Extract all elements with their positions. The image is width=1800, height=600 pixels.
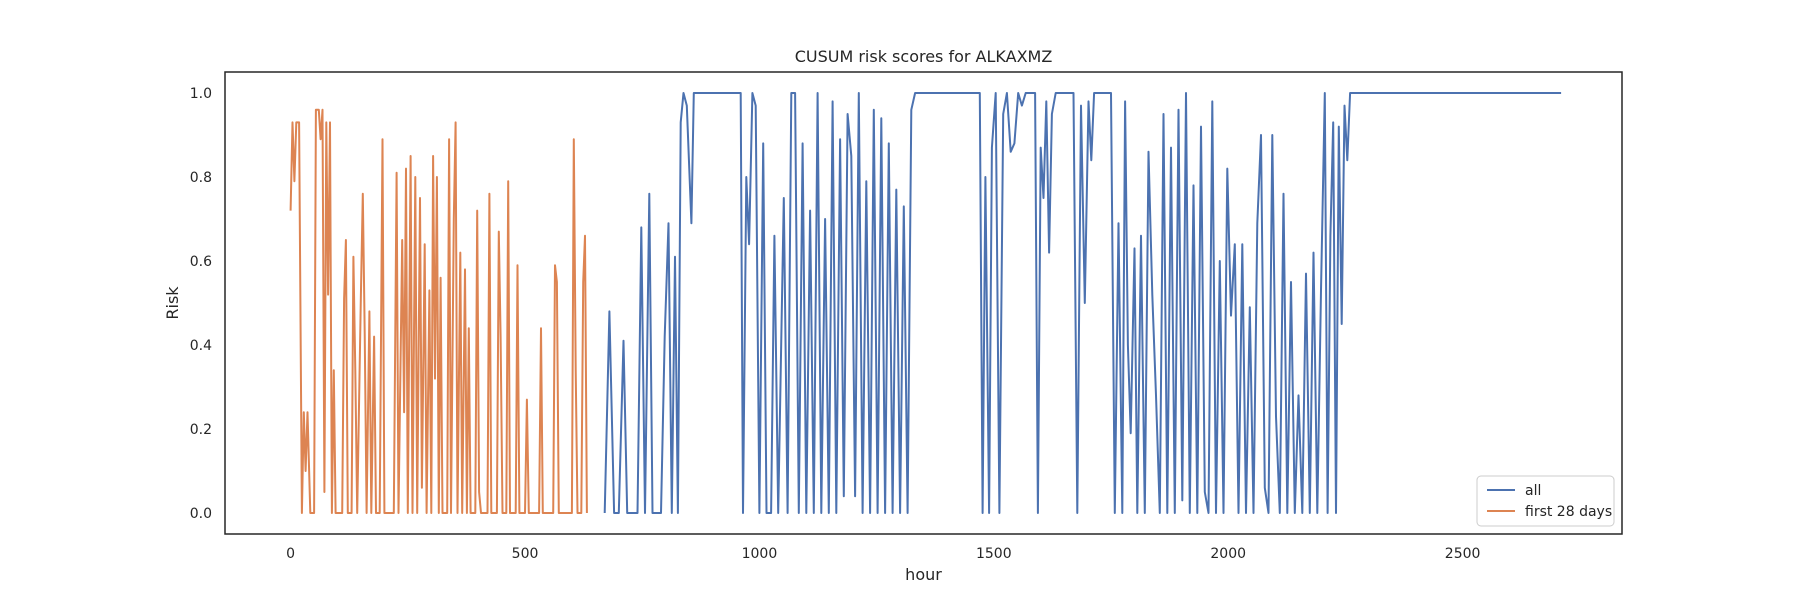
y-tick-label: 0.6 (190, 254, 212, 270)
x-tick-label: 2000 (1210, 546, 1246, 562)
chart-title: CUSUM risk scores for ALKAXMZ (795, 47, 1053, 66)
y-axis-label: Risk (163, 286, 182, 320)
plot-frame (224, 71, 1623, 535)
x-tick-label: 2500 (1445, 546, 1481, 562)
x-tick-label: 1000 (742, 546, 778, 562)
x-tick-label: 500 (512, 546, 539, 562)
y-axis-ticks: 0.0 0.2 0.4 0.6 0.8 1.0 (190, 86, 212, 522)
x-axis-ticks: 0 500 1000 1500 2000 2500 (286, 546, 1480, 562)
plot-area (289, 92, 1562, 514)
x-tick-label: 0 (286, 546, 295, 562)
x-axis-label: hour (905, 565, 942, 584)
y-tick-label: 0.2 (190, 422, 212, 438)
legend-label: all (1525, 483, 1541, 499)
y-tick-label: 1.0 (190, 86, 212, 102)
series-line-first-28-days (289, 108, 588, 514)
y-tick-label: 0.8 (190, 170, 212, 186)
x-tick-label: 1500 (976, 546, 1012, 562)
y-tick-label: 0.0 (190, 506, 212, 522)
legend-label: first 28 days (1525, 504, 1612, 520)
y-tick-label: 0.4 (190, 338, 212, 354)
legend: all first 28 days (1476, 475, 1615, 527)
legend-box (1476, 475, 1615, 527)
series-line-all (603, 92, 1562, 514)
